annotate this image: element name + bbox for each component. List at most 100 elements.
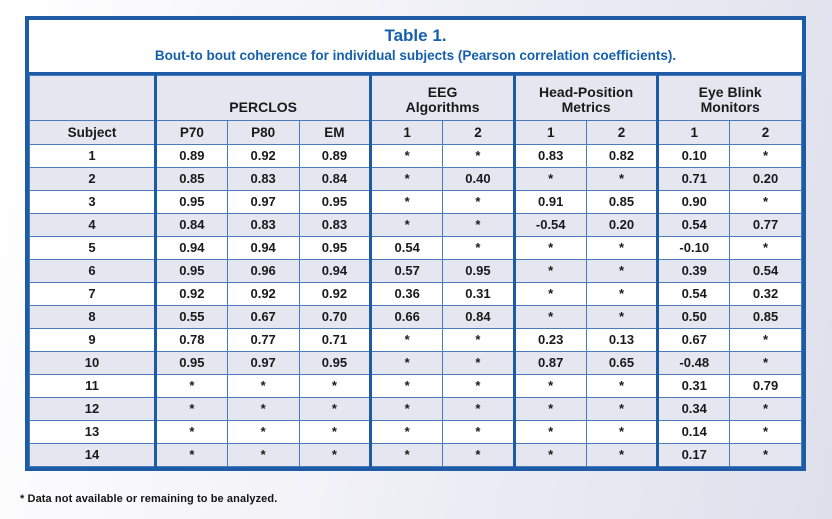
value-cell: *	[729, 327, 802, 352]
value-cell: *	[729, 419, 802, 444]
table-row: 9 0.78 0.77 0.71 * * 0.23 0.13 0.67 *	[29, 327, 802, 352]
table-title-band: Table 1. Bout-to bout coherence for indi…	[29, 20, 802, 75]
value-cell: 0.95	[154, 258, 228, 283]
group-header-head-position-metrics: Head-Position Metrics	[512, 74, 659, 121]
value-cell: 0.36	[369, 281, 444, 306]
value-cell: 0.83	[298, 212, 372, 237]
value-cell: *	[442, 419, 515, 444]
value-cell: 0.85	[729, 304, 802, 329]
value-cell: 0.77	[729, 212, 802, 237]
value-cell: *	[729, 396, 802, 421]
table-row: 10 0.95 0.97 0.95 * * 0.87 0.65 -0.48 *	[29, 350, 802, 375]
value-cell: 0.23	[512, 327, 587, 352]
value-cell: 0.67	[656, 327, 731, 352]
value-cell: *	[585, 258, 659, 283]
value-cell: 0.54	[369, 235, 444, 260]
value-cell: *	[298, 419, 372, 444]
value-cell: *	[585, 166, 659, 191]
value-cell: -0.48	[656, 350, 731, 375]
value-cell: 0.32	[729, 281, 802, 306]
group-header-eeg-algorithms: EEG Algorithms	[369, 74, 515, 121]
value-cell: 0.97	[226, 189, 300, 214]
value-cell: *	[226, 419, 300, 444]
group-label-line: Head-Position	[539, 83, 634, 100]
value-cell: -0.10	[656, 235, 731, 260]
value-cell: *	[298, 442, 372, 467]
value-cell: *	[585, 281, 659, 306]
group-label-line: Metrics	[561, 98, 611, 115]
value-cell: *	[729, 442, 802, 467]
table-row: 6 0.95 0.96 0.94 0.57 0.95 * * 0.39 0.54	[29, 258, 802, 283]
value-cell: *	[729, 235, 802, 260]
value-cell: 0.70	[298, 304, 372, 329]
column-header-eeg-2: 2	[442, 119, 515, 145]
value-cell: *	[226, 396, 300, 421]
value-cell: *	[512, 281, 587, 306]
value-cell: *	[154, 442, 228, 467]
value-cell: *	[729, 189, 802, 214]
value-cell: *	[585, 442, 659, 467]
group-label-line: EEG	[427, 83, 458, 100]
value-cell: *	[442, 442, 515, 467]
group-label-line: PERCLOS	[229, 98, 297, 115]
column-header-em: EM	[298, 119, 372, 145]
value-cell: 0.78	[154, 327, 228, 352]
value-cell: 0.96	[226, 258, 300, 283]
value-cell: *	[369, 143, 444, 168]
value-cell: *	[442, 350, 515, 375]
column-header-blink-1: 1	[656, 119, 731, 145]
value-cell: *	[585, 235, 659, 260]
value-cell: *	[226, 373, 300, 398]
value-cell: *	[729, 350, 802, 375]
table-subtitle: Bout-to bout coherence for individual su…	[154, 47, 677, 63]
value-cell: 0.89	[298, 143, 372, 168]
value-cell: 0.10	[656, 143, 731, 168]
value-cell: 0.85	[585, 189, 659, 214]
value-cell: *	[512, 166, 587, 191]
value-cell: *	[298, 373, 372, 398]
value-cell: 0.83	[512, 143, 587, 168]
value-cell: 0.92	[226, 143, 300, 168]
value-cell: 0.20	[729, 166, 802, 191]
value-cell: 0.67	[226, 304, 300, 329]
column-header-subject: Subject	[29, 119, 156, 145]
value-cell: *	[512, 396, 587, 421]
subject-cell: 13	[29, 419, 156, 444]
value-cell: *	[442, 327, 515, 352]
value-cell: 0.83	[226, 212, 300, 237]
value-cell: 0.79	[729, 373, 802, 398]
value-cell: *	[585, 396, 659, 421]
subject-cell: 11	[29, 373, 156, 398]
value-cell: 0.65	[585, 350, 659, 375]
subject-cell: 12	[29, 396, 156, 421]
value-cell: 0.84	[154, 212, 228, 237]
value-cell: *	[226, 442, 300, 467]
footnote: * Data not available or remaining to be …	[20, 493, 278, 505]
value-cell: *	[442, 143, 515, 168]
value-cell: 0.94	[154, 235, 228, 260]
value-cell: *	[369, 396, 444, 421]
table-title: Table 1.	[384, 26, 447, 45]
value-cell: 0.87	[512, 350, 587, 375]
coherence-table: PERCLOS EEG Algorithms Head-Position Met…	[29, 74, 802, 467]
value-cell: 0.84	[442, 304, 515, 329]
value-cell: 0.82	[585, 143, 659, 168]
column-header-eeg-1: 1	[369, 119, 444, 145]
value-cell: 0.54	[656, 281, 731, 306]
value-cell: 0.94	[298, 258, 372, 283]
value-cell: 0.92	[226, 281, 300, 306]
value-cell: *	[512, 419, 587, 444]
value-cell: 0.95	[154, 189, 228, 214]
value-cell: *	[369, 327, 444, 352]
table-row: 7 0.92 0.92 0.92 0.36 0.31 * * 0.54 0.32	[29, 281, 802, 306]
value-cell: 0.95	[442, 258, 515, 283]
subject-cell: 1	[29, 143, 156, 168]
table-body: 1 0.89 0.92 0.89 * * 0.83 0.82 0.10 * 2 0.85 0.83 0.8…	[29, 143, 802, 467]
value-cell: *	[298, 396, 372, 421]
column-header-head-2: 2	[585, 119, 659, 145]
value-cell: 0.14	[656, 419, 731, 444]
value-cell: 0.71	[656, 166, 731, 191]
group-header-empty	[29, 74, 156, 121]
value-cell: 0.40	[442, 166, 515, 191]
